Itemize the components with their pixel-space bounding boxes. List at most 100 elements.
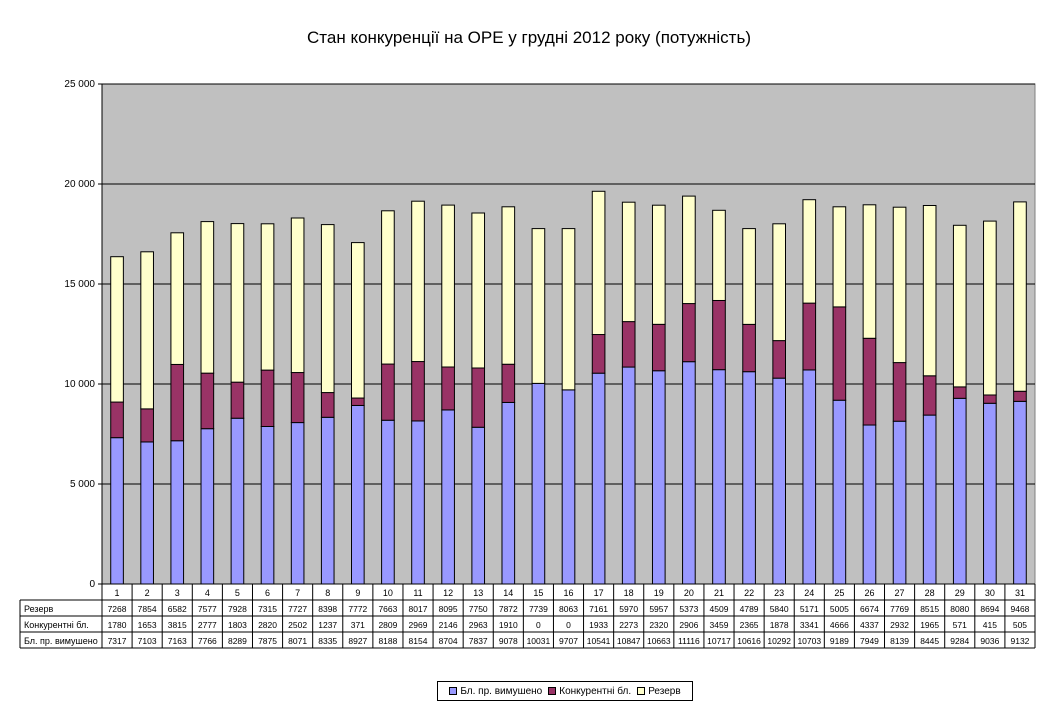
- table-cell: 8515: [920, 604, 939, 614]
- bar-reserve: [381, 210, 395, 365]
- bar-forced: [862, 424, 877, 585]
- table-cell: 2809: [378, 620, 397, 630]
- bar-competitive: [471, 367, 486, 428]
- bar-competitive: [892, 362, 907, 422]
- table-cell: 9189: [830, 636, 849, 646]
- bar-forced: [140, 441, 154, 585]
- bar-competitive: [110, 401, 124, 439]
- bar-competitive: [772, 340, 786, 379]
- x-tick-label: 3: [175, 588, 180, 598]
- bar-forced: [290, 422, 305, 585]
- table-cell: 5373: [679, 604, 698, 614]
- table-cell: 8289: [228, 636, 247, 646]
- bar-forced: [411, 420, 425, 585]
- bar-forced: [892, 420, 907, 585]
- x-tick-label: 6: [265, 588, 270, 598]
- table-cell: 6674: [860, 604, 879, 614]
- x-tick-label: 2: [145, 588, 150, 598]
- bar-forced: [591, 372, 606, 585]
- bar-forced: [983, 402, 997, 585]
- table-cell: 8927: [348, 636, 367, 646]
- bar-competitive: [682, 303, 696, 363]
- legend-item-competitive: Конкурентні бл.: [548, 686, 631, 697]
- bar-reserve: [200, 221, 215, 374]
- table-cell: 8154: [409, 636, 428, 646]
- table-cell: 2932: [890, 620, 909, 630]
- bar-reserve: [832, 206, 847, 308]
- table-cell: 1780: [108, 620, 127, 630]
- bar-reserve: [471, 212, 486, 369]
- table-cell: 8398: [318, 604, 337, 614]
- table-cell: 11116: [678, 636, 700, 646]
- table-cell: 7872: [499, 604, 518, 614]
- table-cell: 8095: [439, 604, 458, 614]
- bar-reserve: [531, 228, 546, 384]
- x-tick-label: 1: [115, 588, 120, 598]
- table-cell: 10663: [647, 636, 671, 646]
- table-cell: 2365: [740, 620, 759, 630]
- table-cell: 7727: [288, 604, 307, 614]
- bar-reserve: [320, 224, 335, 394]
- bar-forced: [1013, 400, 1027, 585]
- bar-competitive: [983, 394, 997, 404]
- x-tick-label: 30: [985, 588, 995, 598]
- table-cell: 10717: [707, 636, 731, 646]
- table-cell: 7317: [108, 636, 127, 646]
- bar-forced: [260, 426, 275, 585]
- table-cell: 10847: [617, 636, 641, 646]
- bar-competitive: [411, 361, 425, 422]
- bar-reserve: [983, 220, 997, 396]
- bar-competitive: [862, 337, 877, 426]
- table-cell: 4666: [830, 620, 849, 630]
- x-tick-label: 9: [355, 588, 360, 598]
- legend-item-forced: Бл. пр. вимушено: [449, 686, 542, 697]
- bar-competitive: [351, 397, 365, 406]
- bar-forced: [471, 426, 486, 585]
- x-tick-label: 8: [325, 588, 330, 598]
- table-cell: 8139: [890, 636, 909, 646]
- bar-forced: [320, 416, 335, 585]
- table-cell: 3815: [168, 620, 187, 630]
- legend: Бл. пр. вимушено Конкурентні бл. Резерв: [437, 681, 693, 701]
- bar-forced: [110, 437, 124, 585]
- table-cell: 7315: [258, 604, 277, 614]
- bar-reserve: [561, 228, 576, 391]
- bar-reserve: [110, 256, 124, 403]
- table-cell: 2963: [469, 620, 488, 630]
- table-cell: 2273: [619, 620, 638, 630]
- bar-reserve: [411, 200, 425, 363]
- y-tick-label: 25 000: [64, 79, 95, 90]
- bar-reserve: [351, 242, 365, 399]
- x-tick-label: 31: [1015, 588, 1025, 598]
- table-cell: 571: [953, 620, 967, 630]
- bar-forced: [712, 369, 726, 585]
- table-cell: 7769: [890, 604, 909, 614]
- table-cell: 9284: [950, 636, 969, 646]
- legend-swatch-forced: [449, 687, 458, 695]
- table-cell: 7577: [198, 604, 217, 614]
- bar-competitive: [832, 306, 847, 401]
- bar-reserve: [441, 204, 455, 368]
- table-cell: 1878: [770, 620, 789, 630]
- table-cell: 4789: [740, 604, 759, 614]
- table-cell: 371: [351, 620, 365, 630]
- table-cell: 4337: [860, 620, 879, 630]
- table-cell: 6582: [168, 604, 187, 614]
- x-tick-label: 19: [654, 588, 664, 598]
- x-tick-label: 10: [383, 588, 393, 598]
- table-cell: 2820: [258, 620, 277, 630]
- table-cell: 2906: [679, 620, 698, 630]
- bar-forced: [621, 366, 636, 585]
- x-tick-label: 23: [774, 588, 784, 598]
- legend-item-reserve: Резерв: [637, 686, 681, 697]
- bar-forced: [561, 389, 576, 585]
- bar-forced: [501, 401, 516, 585]
- x-tick-label: 18: [624, 588, 634, 598]
- table-cell: 8188: [378, 636, 397, 646]
- table-cell: 5970: [619, 604, 638, 614]
- x-tick-label: 25: [834, 588, 844, 598]
- bar-competitive: [591, 334, 606, 374]
- y-tick-label: 5 000: [70, 479, 95, 490]
- table-cell: 7875: [258, 636, 277, 646]
- bar-forced: [832, 399, 847, 585]
